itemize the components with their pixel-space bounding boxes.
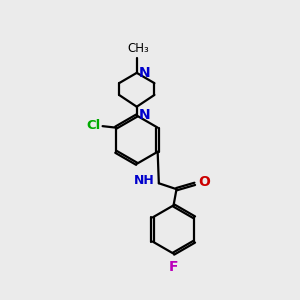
Text: F: F bbox=[169, 260, 178, 274]
Text: Cl: Cl bbox=[86, 119, 100, 132]
Text: N: N bbox=[139, 66, 151, 80]
Text: NH: NH bbox=[134, 174, 154, 188]
Text: O: O bbox=[198, 176, 210, 189]
Text: CH₃: CH₃ bbox=[127, 42, 149, 55]
Text: N: N bbox=[139, 108, 151, 122]
